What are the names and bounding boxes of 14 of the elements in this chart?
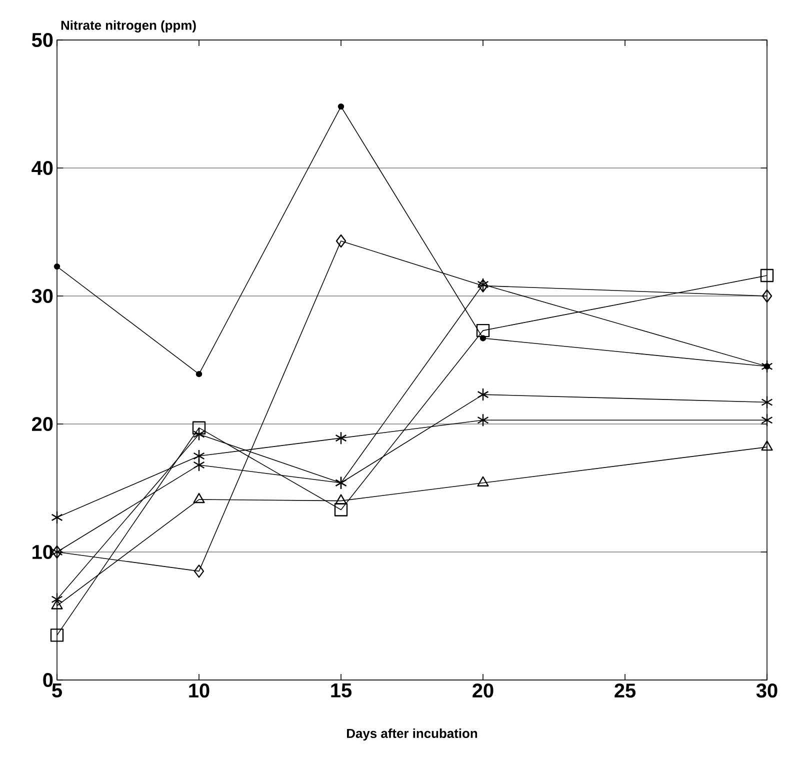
y-tick-label: 50: [32, 32, 53, 48]
y-tick-label: 0: [43, 672, 53, 688]
x-tick-label: 20: [472, 684, 494, 698]
x-tick-label: 5: [52, 684, 62, 698]
y-tick-label: 30: [32, 288, 53, 304]
y-tick-label: 10: [32, 544, 53, 560]
y-axis-title: Nitrate nitrogen (ppm): [61, 20, 196, 32]
y-tick-label: 20: [32, 416, 53, 432]
x-axis-title: Days after incubation: [347, 728, 478, 741]
x-tick-label: 25: [614, 684, 636, 698]
y-tick-label: 40: [32, 160, 53, 176]
x-tick-label: 15: [331, 684, 352, 698]
x-tick-label: 30: [756, 684, 778, 698]
x-tick-label: 10: [189, 684, 210, 698]
